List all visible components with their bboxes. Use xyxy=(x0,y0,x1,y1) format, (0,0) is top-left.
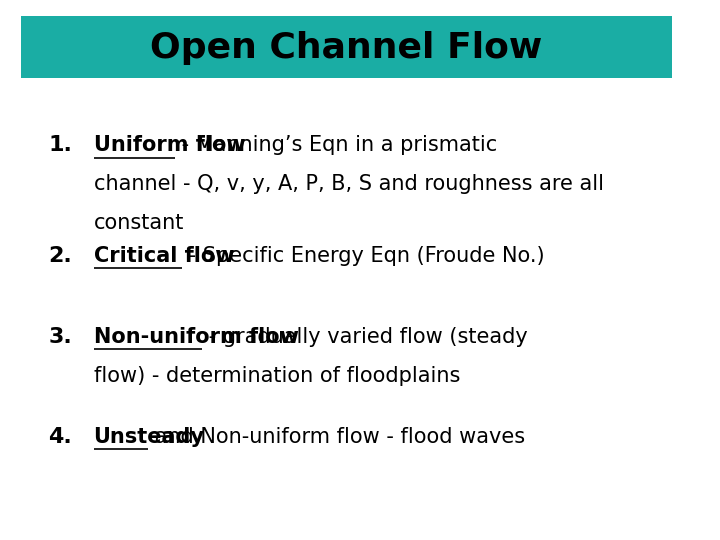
Text: 2.: 2. xyxy=(48,246,72,266)
Text: Non-uniform flow: Non-uniform flow xyxy=(94,327,298,347)
Text: 3.: 3. xyxy=(48,327,72,347)
FancyBboxPatch shape xyxy=(21,16,672,78)
Text: flow) - determination of floodplains: flow) - determination of floodplains xyxy=(94,366,460,386)
Text: and Non-uniform flow - flood waves: and Non-uniform flow - flood waves xyxy=(148,427,525,447)
Text: - Manning’s Eqn in a prismatic: - Manning’s Eqn in a prismatic xyxy=(175,135,498,155)
Text: - gradually varied flow (steady: - gradually varied flow (steady xyxy=(202,327,528,347)
Text: Uniform flow: Uniform flow xyxy=(94,135,245,155)
Text: channel - Q, v, y, A, P, B, S and roughness are all: channel - Q, v, y, A, P, B, S and roughn… xyxy=(94,174,603,194)
Text: Open Channel Flow: Open Channel Flow xyxy=(150,31,542,64)
Text: Critical flow: Critical flow xyxy=(94,246,234,266)
Text: constant: constant xyxy=(94,213,184,233)
Text: - Specific Energy Eqn (Froude No.): - Specific Energy Eqn (Froude No.) xyxy=(181,246,544,266)
Text: 1.: 1. xyxy=(48,135,73,155)
Text: Unsteady: Unsteady xyxy=(94,427,204,447)
Text: 4.: 4. xyxy=(48,427,72,447)
